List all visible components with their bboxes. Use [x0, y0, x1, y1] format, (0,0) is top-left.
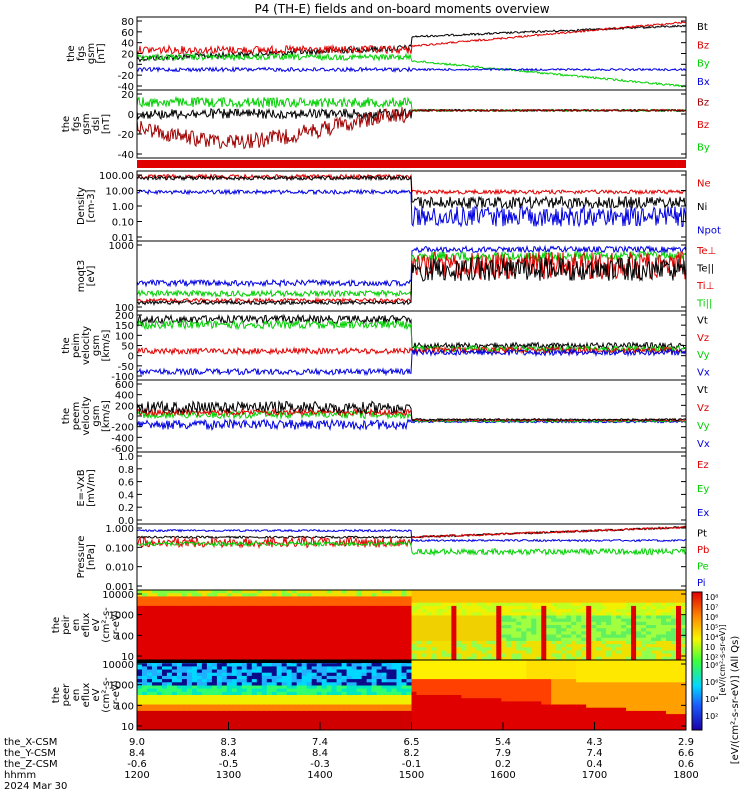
- ytick-label: 0.10: [112, 218, 134, 229]
- series-vy: [137, 321, 686, 352]
- ytick-label: 20: [121, 50, 134, 61]
- legend-pi: Pi: [697, 578, 706, 589]
- legend-ne: Ne: [697, 179, 711, 190]
- panel-frame: [137, 452, 686, 524]
- ytick-label: 0.8: [118, 465, 134, 476]
- panel-8: EzEyEx1.00.80.60.40.20.0E=-VxB[mV/m]: [76, 452, 709, 527]
- panel-2: BzBzBy200-20-40thefgsgsmdsl[nT]: [61, 90, 710, 161]
- legend-vz: Vz: [697, 403, 709, 414]
- ytick-label: -20: [118, 130, 134, 141]
- ylabel-line: [nPa]: [86, 544, 97, 570]
- ytick-label: 0.2: [118, 503, 134, 514]
- legend-ti: Ti||: [696, 298, 712, 309]
- legend-by: By: [697, 59, 710, 70]
- ytick-label: 0.4: [118, 490, 134, 501]
- legend-vt: Vt: [697, 316, 708, 327]
- panel-6: VtVzVyVx200150100500-50-100thepeimveloci…: [61, 311, 710, 383]
- legend-ey: Ey: [697, 484, 709, 495]
- series-npot: [137, 190, 686, 227]
- ylabel-line: [eV]: [86, 266, 97, 287]
- legend-bz: Bz: [697, 97, 709, 108]
- legend-ti: Ti⊥: [696, 281, 714, 292]
- legend-bx: Bx: [697, 77, 710, 88]
- ytick-label: 200: [115, 401, 134, 412]
- ytick-label: 40: [121, 39, 134, 50]
- ytick-label: 100.00: [99, 171, 134, 182]
- ytick-label: 1.0: [118, 452, 134, 463]
- ylabel-line: [km/s]: [101, 329, 112, 361]
- panel-4-marks: [137, 175, 686, 227]
- panel-4: NeNiNpot100.0010.001.000.100.01Density[c…: [76, 171, 721, 244]
- panel-9-marks: [137, 526, 686, 554]
- ytick-label: 60: [121, 28, 134, 39]
- panel-11-marks: [137, 660, 687, 731]
- ytick-label: 1.00: [112, 202, 134, 213]
- series-vx: [137, 349, 686, 374]
- ytick-label: -200: [111, 423, 134, 434]
- panel-10-marks: [137, 590, 687, 661]
- ytick-label: 20: [121, 90, 134, 101]
- panel-1-marks: [137, 22, 686, 87]
- ytick-label: 0: [128, 412, 134, 423]
- ytick-label: 0.010: [105, 563, 134, 574]
- ytick-label: -20: [118, 71, 134, 82]
- ytick-label: 10.00: [105, 187, 134, 198]
- panel-7-marks: [137, 402, 686, 430]
- legend-by: By: [697, 143, 710, 154]
- flag-bar: [137, 160, 686, 168]
- legend-te: Te||: [696, 263, 714, 274]
- panel-3: [137, 160, 686, 168]
- ylabel-line: sr-eV): [111, 610, 122, 639]
- legend-bz: Bz: [697, 120, 709, 131]
- legend-vz: Vz: [697, 333, 709, 344]
- ylabel-line: [nT]: [101, 114, 112, 134]
- legend-vy: Vy: [697, 350, 710, 361]
- ytick-label: 1000: [109, 241, 134, 252]
- ylabel-line: [km/s]: [101, 400, 112, 432]
- ylabel-line: [cm-3]: [86, 189, 97, 222]
- ytick-label: 10000: [102, 590, 134, 601]
- legend-npot: Npot: [697, 225, 721, 236]
- panel-1: BtBzByBx806040200-20-40thefgsgsm[nT]: [66, 17, 710, 93]
- panel-11: 10000100010010thepeerenefluxeV(cm²-s-sr-…: [51, 660, 687, 733]
- legend-bz: Bz: [697, 40, 709, 51]
- legend-te: Te⊥: [696, 246, 716, 257]
- ytick-label: 0.6: [118, 478, 134, 489]
- legend-pt: Pt: [697, 528, 707, 539]
- ytick-label: 0: [128, 110, 134, 121]
- ytick-label: 600: [115, 380, 134, 391]
- legend-ex: Ex: [697, 508, 709, 519]
- series-pi: [137, 530, 686, 542]
- legend-vx: Vx: [697, 439, 710, 450]
- legend-vt: Vt: [697, 385, 708, 396]
- panel-6-marks: [137, 315, 686, 374]
- legend-vx: Vx: [697, 367, 710, 378]
- ytick-label: 0.100: [105, 543, 134, 554]
- ylabel-line: [mV/m]: [86, 469, 97, 507]
- legend-vy: Vy: [697, 421, 710, 432]
- ytick-label: -400: [111, 433, 134, 444]
- panel-10: 10000100010010thepeirenefluxeV(cm²-s-sr-…: [51, 590, 687, 663]
- ytick-label: 80: [121, 17, 134, 28]
- plot-title: P4 (TH-E) fields and on-board moments ov…: [254, 2, 549, 16]
- panel-7: VtVzVyVx6004002000-200-400-600thepeemvel…: [61, 380, 710, 455]
- legend-ni: Ni: [697, 202, 707, 213]
- panel-5-marks: [137, 246, 686, 304]
- panel-9: PtPbPePi1.0000.1000.0100.001Pressure[nPa…: [76, 524, 709, 593]
- ytick-label: -40: [118, 150, 134, 161]
- legend-pe: Pe: [697, 561, 709, 572]
- legend-bt: Bt: [697, 22, 708, 33]
- panel-5: Te⊥Te||Ti⊥Ti||1000100moqt3[eV]: [76, 241, 716, 314]
- ytick-label: 400: [115, 391, 134, 402]
- ylabel-line: [nT]: [96, 43, 107, 63]
- legend-pb: Pb: [697, 545, 709, 556]
- ytick-label: 0: [128, 60, 134, 71]
- ytick-label: 1.000: [105, 524, 134, 535]
- series-bx: [137, 68, 686, 72]
- legend-ez: Ez: [697, 460, 709, 471]
- panel-2-marks: [137, 97, 686, 148]
